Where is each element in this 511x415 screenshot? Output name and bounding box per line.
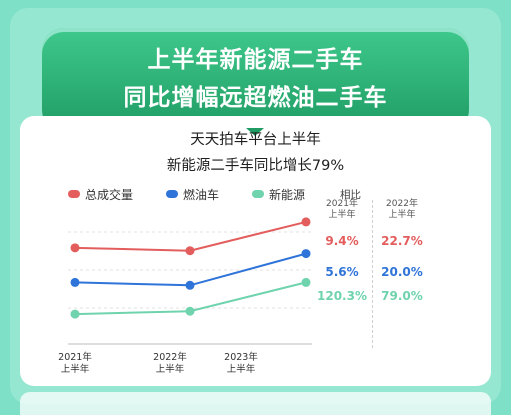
point-total-2	[301, 217, 311, 227]
x-tick-2023-half: 上半年	[226, 364, 256, 375]
point-fuel-0	[70, 277, 80, 287]
x-tick-2023: 2023年 上半年	[216, 352, 266, 376]
x-tick-2021: 2021年 上半年	[50, 352, 100, 376]
comparison-col-2021: 2021年 上半年	[312, 199, 372, 221]
point-fuel-1	[185, 280, 195, 290]
legend-label-ev: 新能源	[269, 187, 306, 202]
point-ev-2	[301, 277, 311, 287]
headline-line-1: 上半年新能源二手车	[147, 47, 364, 73]
point-total-0	[70, 243, 80, 253]
comparison-col-2021-half: 上半年	[328, 210, 356, 220]
x-tick-2021-half: 上半年	[60, 364, 90, 375]
x-tick-2021-year: 2021年	[58, 352, 92, 363]
legend-swatch-total	[68, 190, 80, 198]
comparison-col-2022-year: 2022年	[386, 199, 418, 209]
legend-swatch-fuel	[166, 190, 178, 198]
x-tick-2023-year: 2023年	[224, 352, 258, 363]
chart-title: 天天拍车平台上半年	[190, 132, 321, 148]
comparison-col-2022-half: 上半年	[388, 210, 416, 220]
chart-subtitle: 新能源二手车同比增长79%	[166, 158, 345, 174]
legend-label-fuel: 燃油车	[183, 187, 220, 202]
x-tick-2022-half: 上半年	[155, 364, 185, 375]
headline-banner: 上半年新能源二手车 同比增幅远超燃油二手车	[42, 28, 469, 132]
legend-label-total: 总成交量	[85, 187, 134, 202]
legend-swatch-ev	[252, 190, 264, 198]
ev-vs-2022: 79.0%	[381, 289, 423, 303]
comparison-col-2021-year: 2021年	[326, 199, 358, 209]
total-vs-2021: 9.4%	[325, 234, 359, 248]
comparison-divider	[372, 200, 373, 348]
x-tick-2022-year: 2022年	[153, 352, 187, 363]
fuel-vs-2022: 20.0%	[381, 265, 423, 279]
series-line-fuel	[74, 252, 307, 287]
total-vs-2022: 22.7%	[381, 234, 423, 248]
point-ev-0	[70, 309, 80, 319]
chart-panel	[20, 116, 491, 386]
legend-item-total: 总成交量	[68, 186, 133, 202]
headline-line-2: 同比增幅远超燃油二手车	[123, 85, 388, 111]
x-tick-2022: 2022年 上半年	[145, 352, 195, 376]
next-card-edge	[20, 392, 491, 415]
ev-vs-2021: 120.3%	[317, 289, 367, 303]
legend-item-fuel: 燃油车	[166, 186, 219, 202]
legend-item-ev: 新能源	[252, 186, 305, 202]
banner-pointer	[246, 128, 264, 136]
comparison-header: 相比	[340, 189, 361, 201]
point-fuel-2	[301, 249, 311, 259]
point-total-1	[185, 246, 195, 256]
point-ev-1	[185, 306, 195, 316]
fuel-vs-2021: 5.6%	[325, 265, 359, 279]
comparison-col-2022: 2022年 上半年	[372, 199, 432, 221]
